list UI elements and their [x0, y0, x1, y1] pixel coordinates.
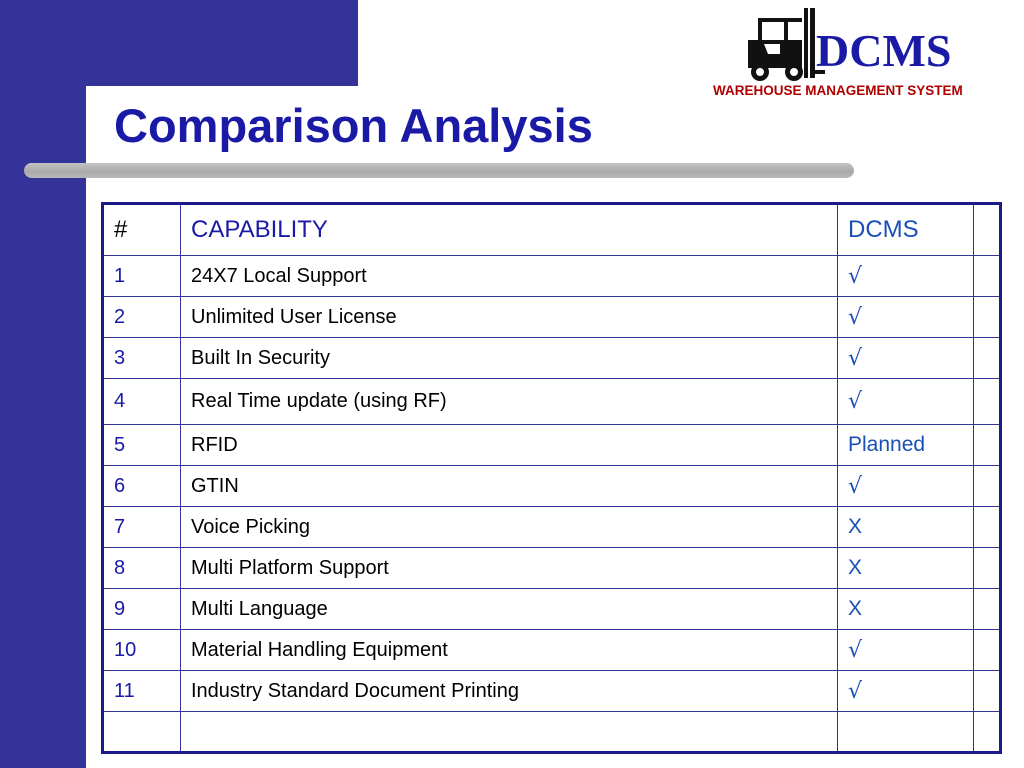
row-number: 9	[102, 588, 181, 630]
row-extra-cell	[973, 547, 1001, 589]
table-row: 11 Industry Standard Document Printing √	[102, 670, 1001, 712]
row-dcms-value	[837, 711, 974, 753]
row-dcms-value: X	[837, 506, 974, 548]
row-number: 5	[102, 424, 181, 466]
row-extra-cell	[973, 337, 1001, 379]
row-dcms-value: √	[837, 629, 974, 671]
row-extra-cell	[973, 255, 1001, 297]
row-number: 6	[102, 465, 181, 507]
header-dcms: DCMS	[837, 203, 974, 256]
row-number: 1	[102, 255, 181, 297]
table-header-row: # CAPABILITY DCMS	[102, 203, 1001, 256]
row-capability	[180, 711, 838, 753]
row-dcms-value: √	[837, 465, 974, 507]
header-extra	[973, 203, 1001, 256]
row-capability: Multi Platform Support	[180, 547, 838, 589]
header-capability: CAPABILITY	[180, 203, 838, 256]
table-row-empty	[102, 711, 1001, 753]
logo-subtitle: WAREHOUSE MANAGEMENT SYSTEM	[713, 83, 963, 98]
table-row: 3 Built In Security √	[102, 337, 1001, 379]
row-extra-cell	[973, 670, 1001, 712]
row-dcms-value: √	[837, 255, 974, 297]
table-row: 10 Material Handling Equipment √	[102, 629, 1001, 671]
row-number	[102, 711, 181, 753]
row-capability: Built In Security	[180, 337, 838, 379]
row-dcms-value: √	[837, 670, 974, 712]
table-row: 4 Real Time update (using RF) √	[102, 378, 1001, 425]
forklift-icon	[748, 8, 825, 81]
row-number: 4	[102, 378, 181, 425]
left-accent-bar	[0, 0, 86, 768]
header-number: #	[102, 203, 181, 256]
comparison-table: # CAPABILITY DCMS 1 24X7 Local Support √…	[101, 202, 1002, 754]
row-extra-cell	[973, 465, 1001, 507]
row-extra-cell	[973, 588, 1001, 630]
row-dcms-value: √	[837, 378, 974, 425]
table-row: 1 24X7 Local Support √	[102, 255, 1001, 297]
row-capability: RFID	[180, 424, 838, 466]
row-dcms-value: Planned	[837, 424, 974, 466]
table-row: 6 GTIN √	[102, 465, 1001, 507]
row-dcms-value: √	[837, 296, 974, 338]
table-row: 7 Voice Picking X	[102, 506, 1001, 548]
row-number: 2	[102, 296, 181, 338]
row-capability: Multi Language	[180, 588, 838, 630]
row-dcms-value: X	[837, 547, 974, 589]
row-number: 11	[102, 670, 181, 712]
table-row: 9 Multi Language X	[102, 588, 1001, 630]
row-extra-cell	[973, 711, 1001, 753]
row-extra-cell	[973, 424, 1001, 466]
table-row: 2 Unlimited User License √	[102, 296, 1001, 338]
row-extra-cell	[973, 378, 1001, 425]
row-capability: GTIN	[180, 465, 838, 507]
logo-wordmark: DCMS	[816, 25, 952, 76]
row-capability: Industry Standard Document Printing	[180, 670, 838, 712]
row-extra-cell	[973, 296, 1001, 338]
row-number: 8	[102, 547, 181, 589]
row-number: 3	[102, 337, 181, 379]
table-row: 5 RFID Planned	[102, 424, 1001, 466]
row-capability: Unlimited User License	[180, 296, 838, 338]
row-dcms-value: √	[837, 337, 974, 379]
row-capability: Real Time update (using RF)	[180, 378, 838, 425]
row-number: 10	[102, 629, 181, 671]
row-extra-cell	[973, 629, 1001, 671]
row-dcms-value: X	[837, 588, 974, 630]
table-row: 8 Multi Platform Support X	[102, 547, 1001, 589]
row-capability: Material Handling Equipment	[180, 629, 838, 671]
row-number: 7	[102, 506, 181, 548]
title-divider	[24, 163, 854, 178]
row-extra-cell	[973, 506, 1001, 548]
top-accent-block	[0, 0, 358, 86]
row-capability: 24X7 Local Support	[180, 255, 838, 297]
slide-title: Comparison Analysis	[114, 99, 593, 152]
row-capability: Voice Picking	[180, 506, 838, 548]
